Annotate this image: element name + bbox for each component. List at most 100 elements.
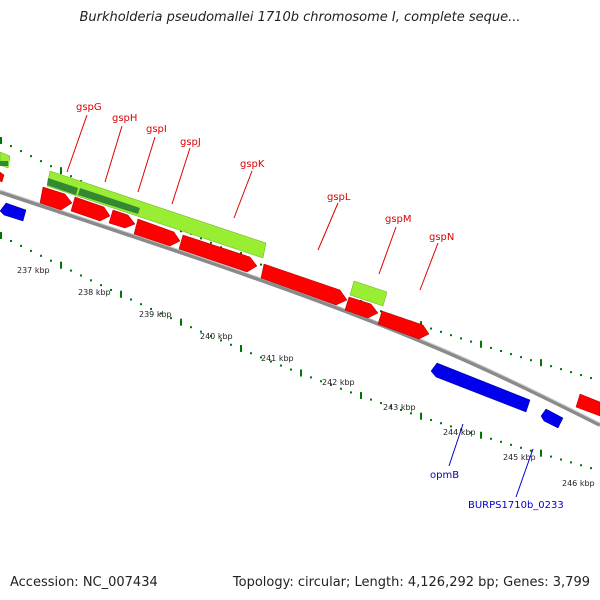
forward-gene-labels: gspG gspH gspI gspJ gspK gspL gspM gspN <box>66 102 454 291</box>
inner-tick-mark <box>290 368 292 371</box>
inner-tick-mark <box>130 298 132 301</box>
inner-tick-mark <box>80 274 82 277</box>
inner-tick-mark <box>350 391 352 394</box>
gene-label-BURPS1710b_0233[interactable]: BURPS1710b_0233 <box>468 500 564 511</box>
chromosome-backbone <box>0 190 600 427</box>
inner-tick-mark <box>480 431 482 439</box>
gene-arrow-gspN[interactable] <box>377 310 430 340</box>
gene-arrow-gspG[interactable] <box>39 186 73 211</box>
inner-tick-mark <box>60 261 62 269</box>
gene-arrow-gspL[interactable] <box>260 263 348 306</box>
feature-bar-dark-gspH[interactable] <box>78 188 140 214</box>
kbp-scale-labels: 237 kbp 238 kbp 239 kbp 240 kbp 241 kbp … <box>17 266 595 488</box>
outer-tick-mark <box>30 155 32 158</box>
inner-tick-mark <box>90 279 92 282</box>
inner-tick-mark <box>0 232 2 239</box>
inner-tick-mark <box>580 464 582 467</box>
gene-label-gspH[interactable]: gspH <box>112 113 137 124</box>
outer-tick-mark <box>570 371 572 374</box>
gene-label-gspM[interactable]: gspM <box>385 214 412 225</box>
gene-arrow-gspJ[interactable] <box>133 218 181 247</box>
inner-tick-mark <box>370 398 372 401</box>
gene-label-gspL[interactable]: gspL <box>327 192 351 203</box>
gene-arrow-opmB[interactable] <box>430 362 531 413</box>
gene-arrow-left-edge[interactable] <box>0 171 5 183</box>
kbp-label: 240 kbp <box>200 332 233 341</box>
gene-label-gspG[interactable]: gspG <box>76 102 102 113</box>
gene-arrow-gspH[interactable] <box>70 196 111 222</box>
outer-tick-mark <box>470 340 472 343</box>
inner-tick-mark <box>500 440 502 443</box>
gene-arrow-right-edge[interactable] <box>575 393 600 417</box>
accession-text: Accession: NC_007434 <box>10 575 158 590</box>
outer-tick-mark <box>440 330 442 333</box>
outer-tick-mark <box>0 137 2 144</box>
outer-tick-mark <box>70 175 72 178</box>
inner-tick-mark <box>470 431 472 434</box>
gene-label-gspI[interactable]: gspI <box>146 124 167 135</box>
inner-tick-mark <box>590 467 592 470</box>
map-title: Burkholderia pseudomallei 1710b chromoso… <box>79 10 521 25</box>
outer-tick-mark <box>560 368 562 371</box>
inner-tick-mark <box>180 318 182 326</box>
kbp-label: 243 kbp <box>383 403 416 412</box>
outer-tick-mark <box>20 150 22 153</box>
inner-tick-mark <box>430 418 432 421</box>
inner-tick-mark <box>170 317 172 320</box>
inner-tick-mark <box>70 269 72 272</box>
kbp-label: 244 kbp <box>443 428 476 437</box>
feature-bar-gspM[interactable] <box>349 280 388 307</box>
outer-tick-mark <box>60 167 62 175</box>
inner-tick-mark <box>20 244 22 247</box>
inner-tick-mark <box>400 408 402 411</box>
gene-arrow-gspK[interactable] <box>178 234 258 273</box>
kbp-label: 245 kbp <box>503 453 536 462</box>
reverse-genes <box>0 202 564 429</box>
inner-tick-mark <box>140 303 142 306</box>
inner-tick-mark <box>210 335 212 338</box>
inner-tick-mark <box>50 259 52 262</box>
inner-tick-mark <box>230 343 232 346</box>
outer-tick-mark <box>210 241 212 244</box>
inner-tick-mark <box>490 437 492 440</box>
inner-tick-mark <box>200 330 202 333</box>
outer-tick-mark <box>510 353 512 356</box>
outer-tick-mark <box>480 340 482 348</box>
outer-tick-mark <box>450 334 452 337</box>
kbp-label: 239 kbp <box>139 310 172 319</box>
inner-tick-mark <box>540 449 542 457</box>
outer-tick-mark <box>550 365 552 368</box>
outer-tick-mark <box>40 160 42 163</box>
inner-tick-mark <box>240 345 242 353</box>
kbp-label: 237 kbp <box>17 266 50 275</box>
inner-tick-mark <box>390 405 392 408</box>
inner-tick-mark <box>570 461 572 464</box>
inner-tick-mark <box>300 369 302 377</box>
outer-tick-mark <box>10 145 12 148</box>
kbp-label: 246 kbp <box>562 479 595 488</box>
gene-label-gspJ[interactable]: gspJ <box>180 137 201 148</box>
outer-tick-mark <box>520 356 522 359</box>
outer-tick-mark <box>430 327 432 330</box>
gene-label-gspK[interactable]: gspK <box>240 159 265 170</box>
outer-tick-mark <box>460 337 462 340</box>
inner-tick-mark <box>440 422 442 425</box>
outer-tick-mark <box>200 237 202 240</box>
inner-tick-mark <box>10 239 12 242</box>
gene-arrow-gspM[interactable] <box>344 296 379 319</box>
gene-label-opmB[interactable]: opmB <box>430 470 459 481</box>
inner-tick-mark <box>280 364 282 367</box>
outer-tick-mark <box>580 374 582 377</box>
inner-tick-mark <box>100 284 102 287</box>
gene-arrow-BURPS1710b_0233[interactable] <box>540 408 564 429</box>
inner-tick-mark <box>190 326 192 329</box>
reverse-gene-labels: opmB BURPS1710b_0233 <box>430 423 564 511</box>
inner-tick-mark <box>120 290 122 298</box>
gene-arrow-reverse-left[interactable] <box>0 202 27 222</box>
gene-arrow-gspI[interactable] <box>108 209 136 229</box>
feature-bar-dark-gspG[interactable] <box>47 178 78 195</box>
inner-tick-mark <box>380 402 382 405</box>
inner-tick-mark <box>420 412 422 420</box>
gene-label-gspN[interactable]: gspN <box>429 232 454 243</box>
